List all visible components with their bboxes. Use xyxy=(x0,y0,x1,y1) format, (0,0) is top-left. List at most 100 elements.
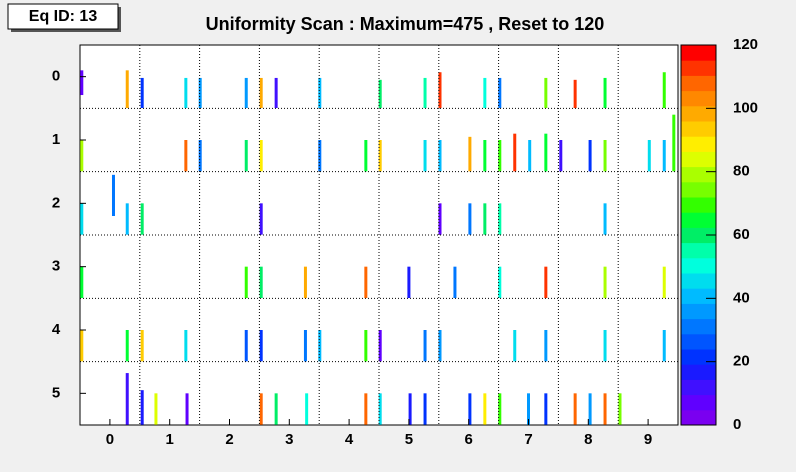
color-band xyxy=(681,409,716,426)
cell xyxy=(259,140,263,172)
cell xyxy=(588,140,592,172)
cell xyxy=(438,203,442,235)
cell xyxy=(483,203,487,235)
cell xyxy=(573,393,577,425)
cell xyxy=(259,330,263,362)
cell xyxy=(80,330,84,362)
cell xyxy=(423,330,427,362)
cell xyxy=(364,393,368,425)
color-band xyxy=(681,349,716,365)
cell xyxy=(303,266,307,299)
cell xyxy=(244,330,248,362)
cell xyxy=(140,330,144,362)
cell xyxy=(603,140,607,172)
cell xyxy=(527,393,530,425)
cell xyxy=(80,203,84,235)
cell xyxy=(303,330,307,362)
cell xyxy=(468,393,472,425)
cell xyxy=(259,393,263,425)
cell xyxy=(259,77,263,109)
y-tick-label: 3 xyxy=(52,258,60,275)
cell xyxy=(378,393,382,425)
color-band xyxy=(681,121,716,137)
cell xyxy=(140,77,144,109)
cell xyxy=(318,140,322,172)
cell xyxy=(140,203,144,235)
cell xyxy=(603,266,607,299)
cell xyxy=(305,393,309,425)
color-band xyxy=(681,364,716,380)
y-tick-label: 4 xyxy=(52,321,61,338)
cell xyxy=(453,266,457,299)
cell xyxy=(407,266,411,299)
x-tick-label: 1 xyxy=(166,431,174,448)
z-tick-label: 60 xyxy=(733,226,750,243)
color-band xyxy=(681,303,716,320)
cell xyxy=(364,330,368,362)
cell xyxy=(198,140,202,172)
cell xyxy=(244,266,248,299)
cell xyxy=(80,140,84,172)
cell xyxy=(318,77,322,109)
color-bar: 0 20 40 60 80 100 120 xyxy=(680,36,758,433)
cell xyxy=(259,266,263,299)
cell xyxy=(408,393,412,425)
cell xyxy=(378,330,382,362)
y-tick-label: 0 xyxy=(52,68,60,85)
y-tick-label: 5 xyxy=(52,384,60,401)
cell xyxy=(438,330,442,362)
z-tick-label: 120 xyxy=(733,36,758,53)
cell xyxy=(274,77,278,109)
label-box xyxy=(7,3,119,30)
cell xyxy=(244,140,248,172)
grid xyxy=(80,45,678,425)
cell xyxy=(544,393,548,425)
cell xyxy=(618,393,622,425)
cell xyxy=(498,393,502,425)
cell xyxy=(468,203,472,235)
cell xyxy=(378,79,382,109)
cell xyxy=(184,330,188,362)
chart-title: Uniformity Scan : Maximum=475 , Reset to… xyxy=(206,14,605,34)
z-tick-label: 40 xyxy=(733,289,750,306)
color-band xyxy=(681,318,716,335)
cell xyxy=(364,266,368,299)
eq-id-label: Eq ID: 13 xyxy=(29,8,98,25)
cell xyxy=(198,77,202,109)
cell xyxy=(513,330,517,362)
cells xyxy=(80,70,676,425)
cell xyxy=(544,77,548,109)
cell xyxy=(603,393,607,425)
cell xyxy=(498,140,502,172)
cell xyxy=(483,393,487,425)
x-tick-label: 5 xyxy=(405,431,413,448)
z-tick-label: 100 xyxy=(733,99,758,116)
x-tick-label: 2 xyxy=(225,431,233,448)
cell xyxy=(483,140,487,172)
cell xyxy=(498,77,502,109)
cell xyxy=(154,393,158,425)
x-tick-label: 3 xyxy=(285,431,293,448)
color-band xyxy=(681,75,716,92)
color-band xyxy=(681,242,716,259)
cell xyxy=(438,72,442,109)
x-tick-label: 0 xyxy=(106,431,114,448)
y-tick-label: 2 xyxy=(52,194,60,211)
cell xyxy=(498,203,502,235)
color-band xyxy=(681,60,716,76)
cell xyxy=(528,140,532,172)
cell xyxy=(544,330,548,362)
cell xyxy=(603,203,607,235)
cell xyxy=(662,330,666,362)
cell xyxy=(125,70,129,109)
cell xyxy=(647,140,651,172)
z-tick-label: 20 xyxy=(733,353,750,370)
cell xyxy=(498,266,502,299)
cell xyxy=(111,174,115,216)
cell xyxy=(662,266,666,299)
color-band xyxy=(681,151,716,168)
cell xyxy=(125,330,129,362)
cell xyxy=(423,77,427,109)
color-band xyxy=(681,181,716,198)
